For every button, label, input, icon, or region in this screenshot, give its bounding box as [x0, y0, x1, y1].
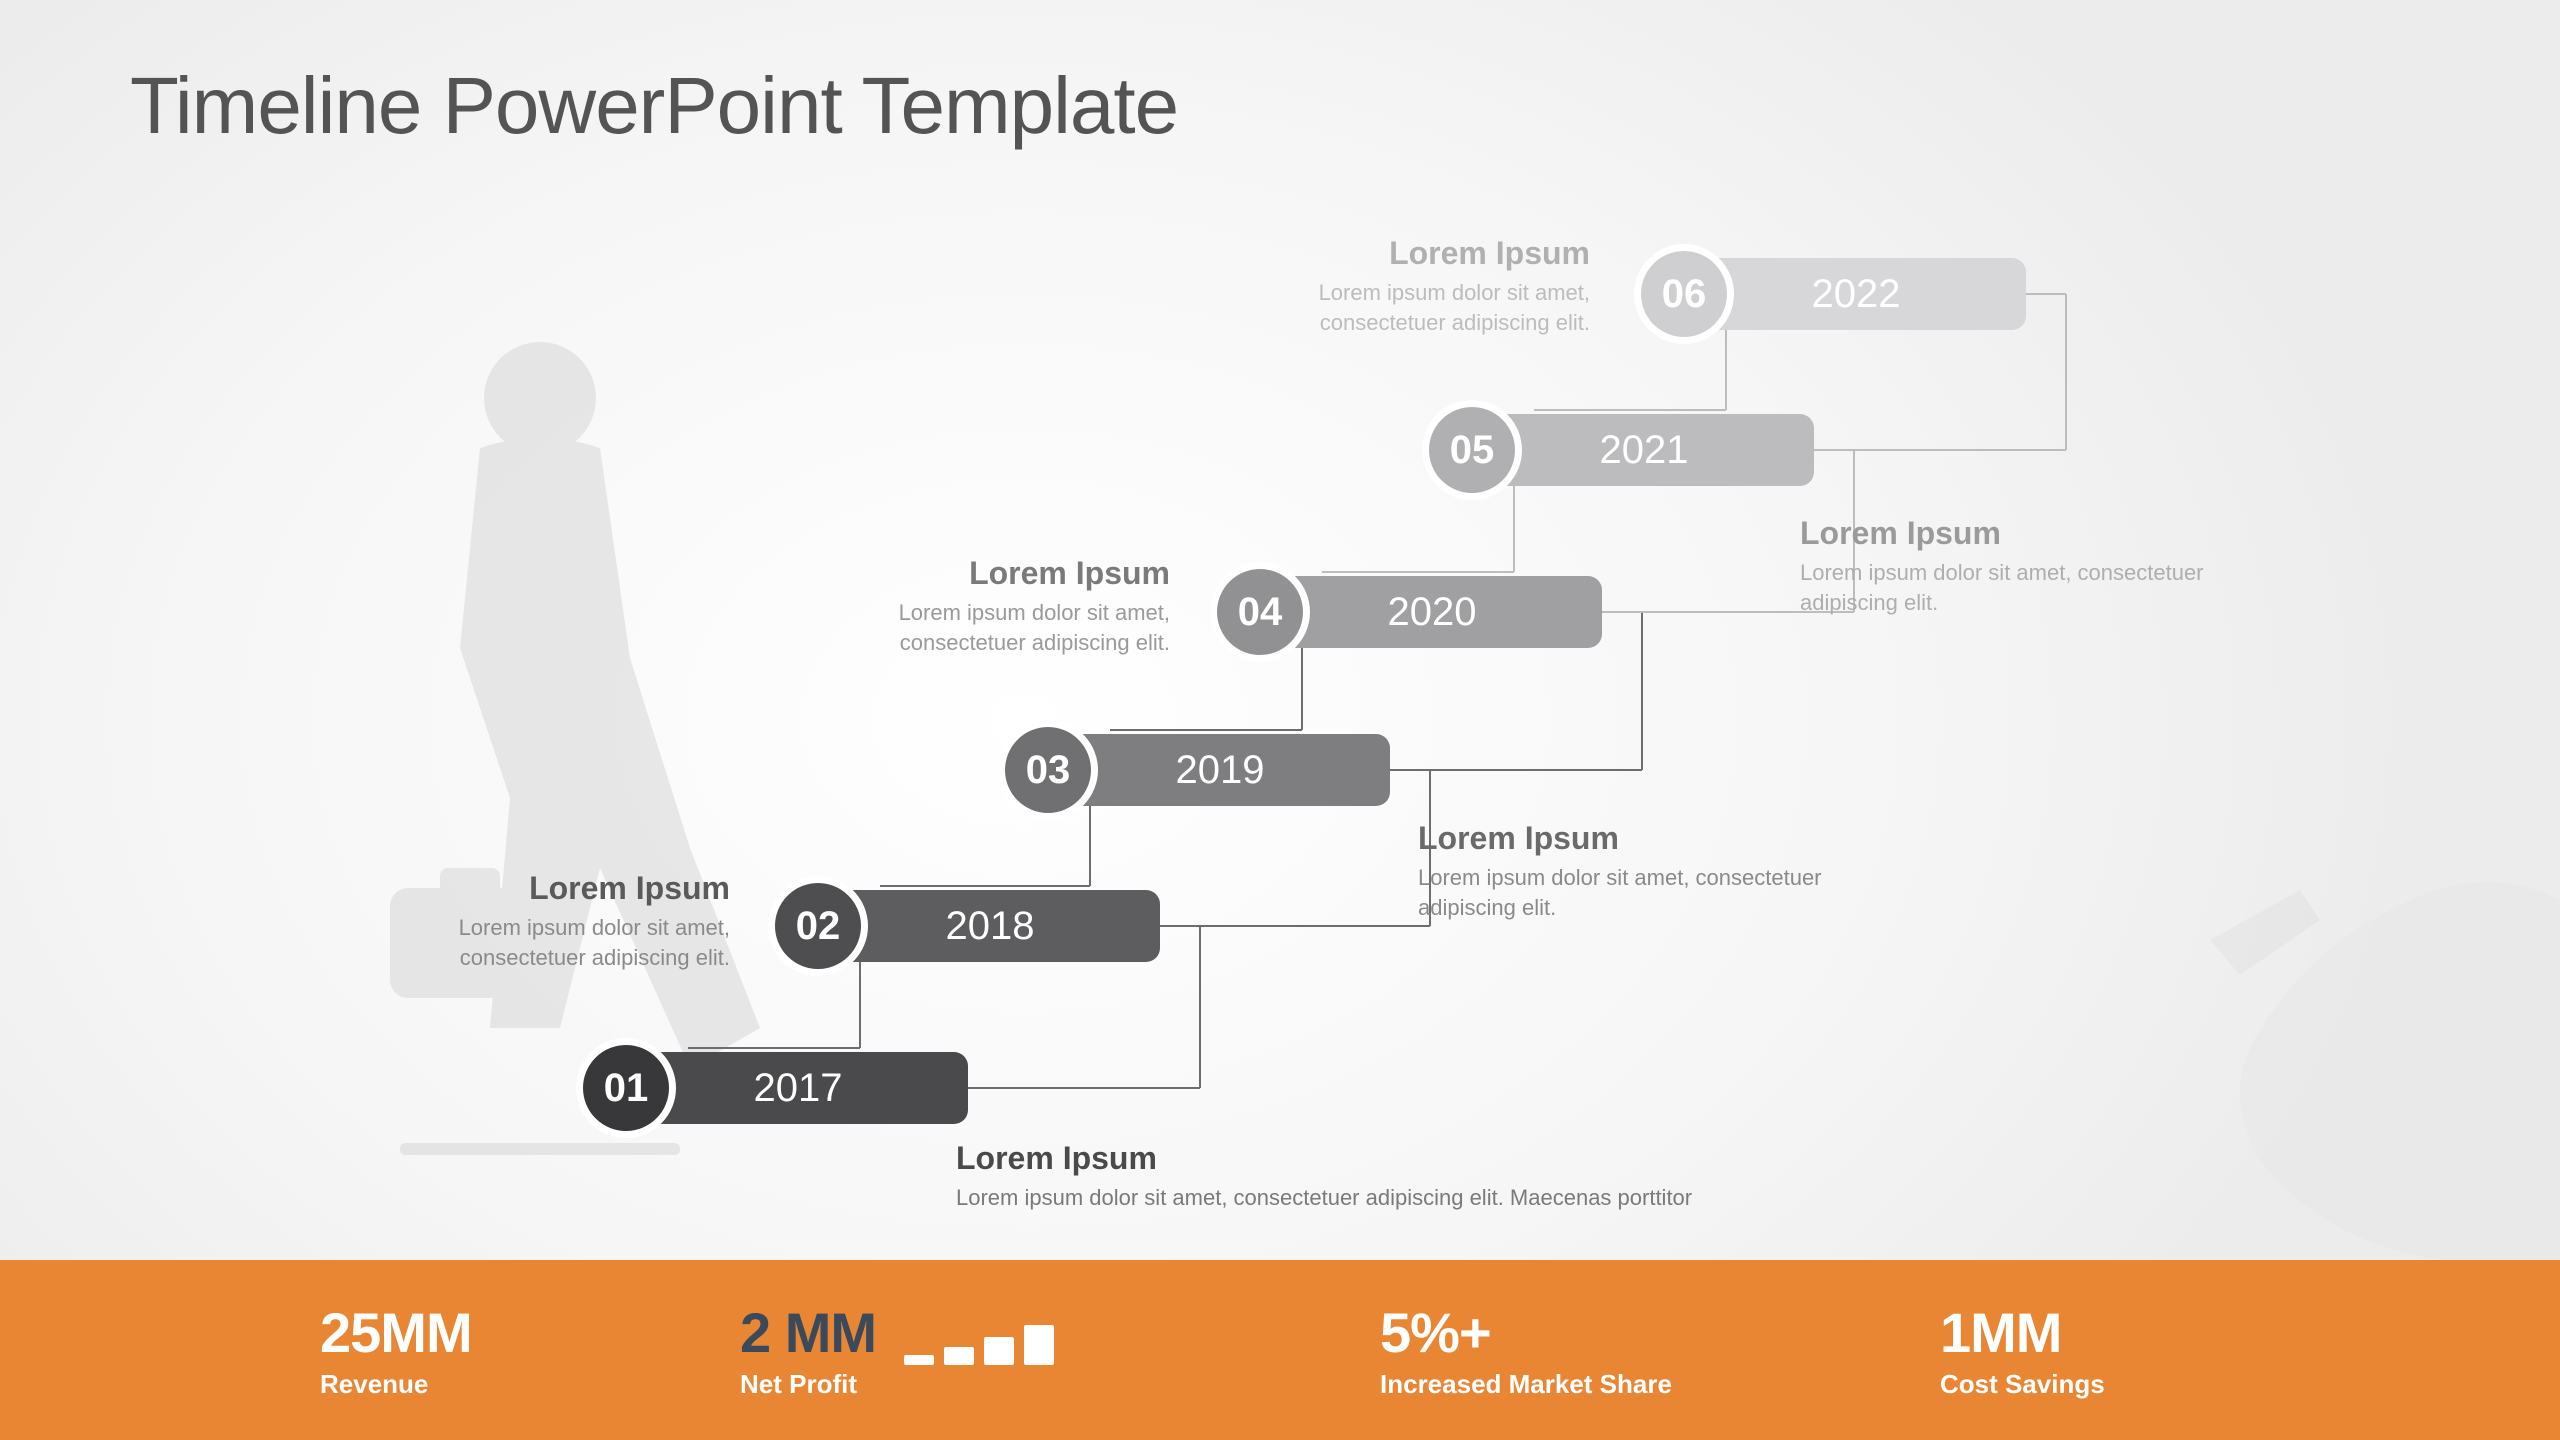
step-description: Lorem Ipsum Lorem ipsum dolor sit amet, c… [1418, 820, 1838, 922]
year-pill: 2021 [1474, 414, 1814, 486]
step-number: 04 [1238, 590, 1283, 635]
step-description-body: Lorem ipsum dolor sit amet, consectetuer… [1210, 278, 1590, 337]
step-number-badge: 02 [768, 876, 868, 976]
kpi-value: 25MM [320, 1300, 472, 1365]
step-description-title: Lorem Ipsum [1418, 820, 1838, 857]
step-description-body: Lorem ipsum dolor sit amet, consectetuer… [1418, 863, 1838, 922]
step-number: 02 [796, 904, 841, 949]
kpi-block: 25MM Revenue [320, 1300, 740, 1400]
step-description-title: Lorem Ipsum [1800, 515, 2220, 552]
mini-bar-chart-icon [904, 1325, 1054, 1365]
year-label: 2017 [754, 1066, 843, 1111]
step-description: Lorem Ipsum Lorem ipsum dolor sit amet, c… [350, 870, 730, 972]
step-number-badge: 03 [998, 720, 1098, 820]
year-pill: 2022 [1686, 258, 2026, 330]
kpi-label: Revenue [320, 1369, 740, 1400]
year-pill: 2018 [820, 890, 1160, 962]
kpi-value: 2 MM [740, 1300, 876, 1365]
kpi-label: Cost Savings [1940, 1369, 2430, 1400]
kpi-block: 5%+ Increased Market Share [1380, 1300, 1940, 1400]
step-number: 05 [1450, 428, 1495, 473]
step-number-badge: 01 [576, 1038, 676, 1138]
step-description-body: Lorem ipsum dolor sit amet, consectetuer… [790, 598, 1170, 657]
step-description-title: Lorem Ipsum [956, 1140, 1716, 1177]
year-label: 2021 [1600, 428, 1689, 473]
kpi-label: Net Profit [740, 1369, 1380, 1400]
year-label: 2018 [946, 904, 1035, 949]
step-description: Lorem Ipsum Lorem ipsum dolor sit amet, c… [956, 1140, 1716, 1213]
step-number-badge: 05 [1422, 400, 1522, 500]
step-number: 06 [1662, 272, 1707, 317]
step-description-title: Lorem Ipsum [790, 555, 1170, 592]
year-pill: 2019 [1050, 734, 1390, 806]
step-description: Lorem Ipsum Lorem ipsum dolor sit amet, c… [1210, 235, 1590, 337]
step-number-badge: 04 [1210, 562, 1310, 662]
step-description: Lorem Ipsum Lorem ipsum dolor sit amet, c… [790, 555, 1170, 657]
year-pill: 2020 [1262, 576, 1602, 648]
year-label: 2019 [1176, 748, 1265, 793]
kpi-block: 2 MM Net Profit [740, 1300, 1380, 1400]
step-number-badge: 06 [1634, 244, 1734, 344]
step-description-title: Lorem Ipsum [1210, 235, 1590, 272]
step-description-title: Lorem Ipsum [350, 870, 730, 907]
kpi-label: Increased Market Share [1380, 1369, 1940, 1400]
kpi-value: 5%+ [1380, 1300, 1491, 1365]
timeline-stage: 2017 01 Lorem Ipsum Lorem ipsum dolor sit a… [0, 0, 2560, 1260]
step-description: Lorem Ipsum Lorem ipsum dolor sit amet, c… [1800, 515, 2220, 617]
year-pill: 2017 [628, 1052, 968, 1124]
year-label: 2020 [1388, 590, 1477, 635]
step-number: 03 [1026, 748, 1071, 793]
year-label: 2022 [1812, 272, 1901, 317]
step-description-body: Lorem ipsum dolor sit amet, consectetuer… [956, 1183, 1716, 1213]
step-number: 01 [604, 1066, 649, 1111]
footer-bar: 25MM Revenue2 MM Net Profit5%+ Increased Ma… [0, 1260, 2560, 1440]
step-description-body: Lorem ipsum dolor sit amet, consectetuer… [1800, 558, 2220, 617]
step-description-body: Lorem ipsum dolor sit amet, consectetuer… [350, 913, 730, 972]
kpi-block: 1MM Cost Savings [1940, 1300, 2430, 1400]
kpi-value: 1MM [1940, 1300, 2061, 1365]
